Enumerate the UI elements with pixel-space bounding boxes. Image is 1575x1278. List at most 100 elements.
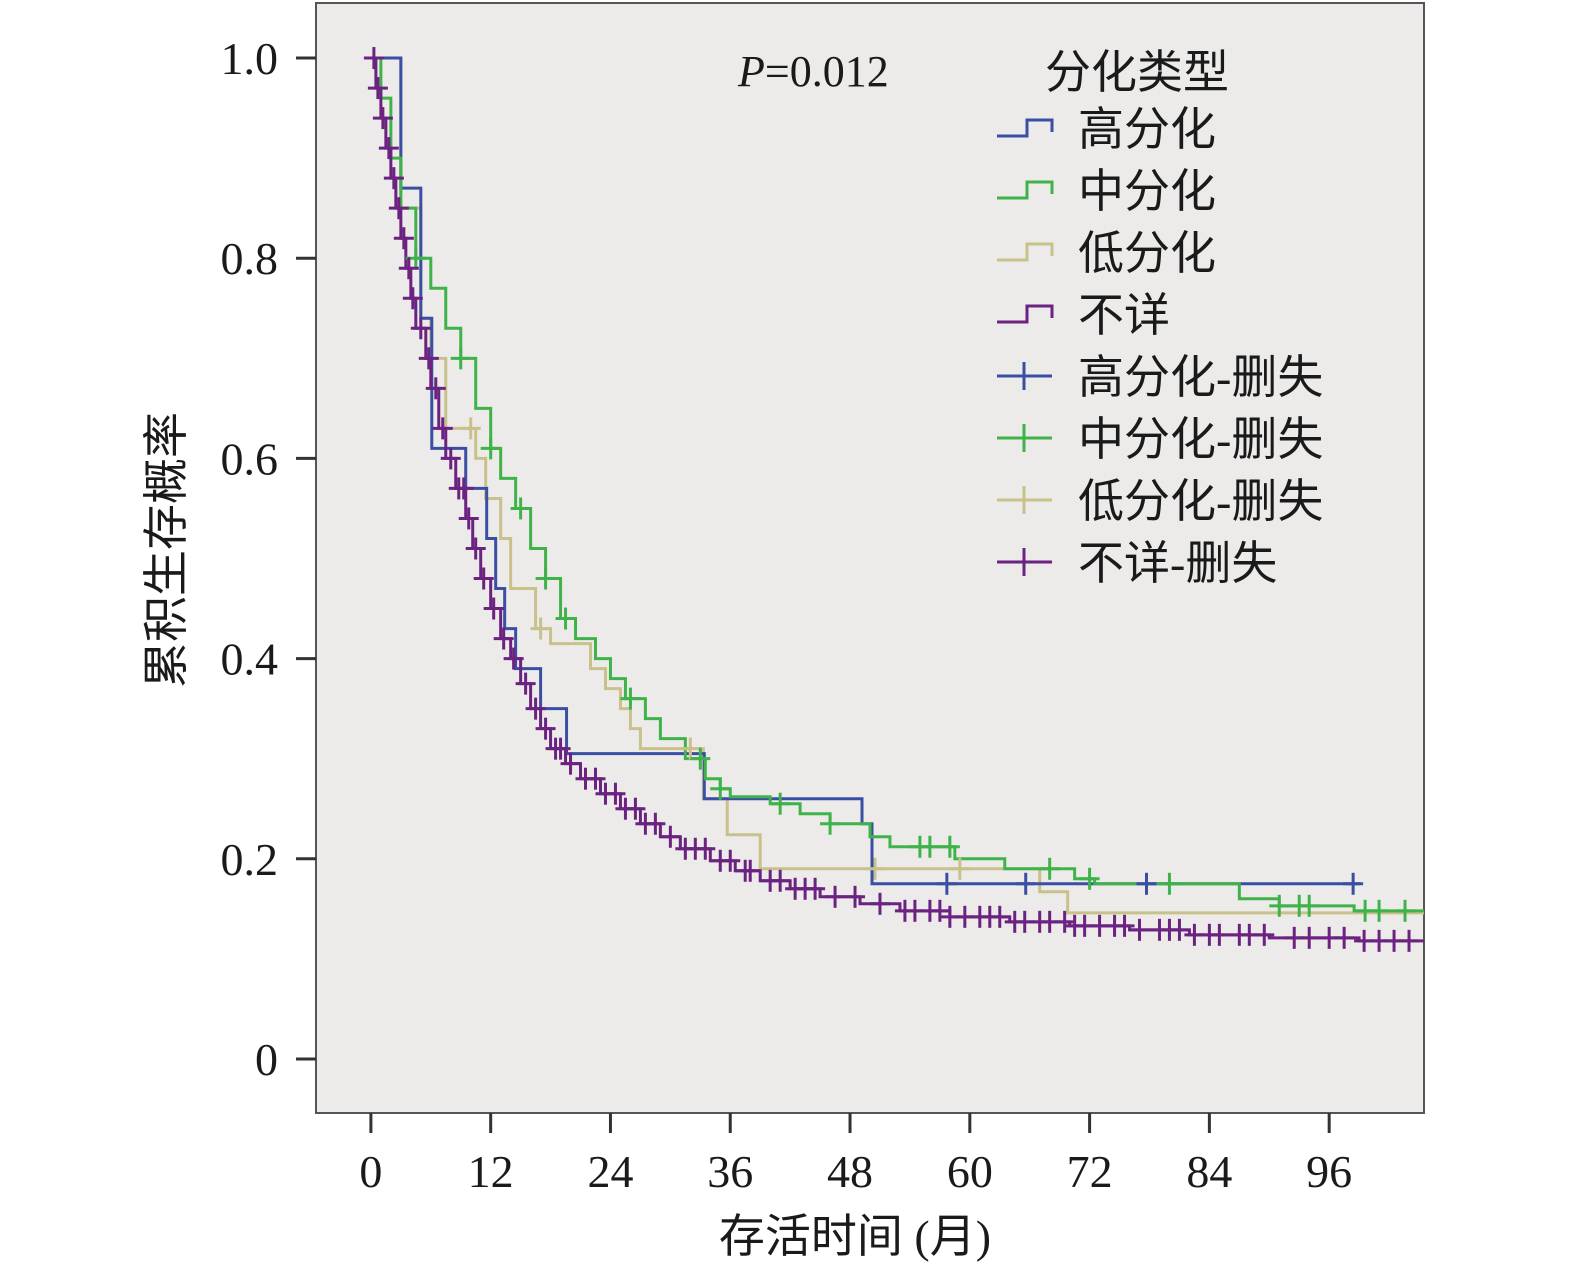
legend-title: 分化类型 — [1045, 47, 1229, 98]
censor-mark — [820, 812, 841, 835]
legend-label: 中分化 — [1078, 166, 1216, 217]
censor-mark — [710, 777, 731, 800]
censor-mark — [805, 877, 826, 900]
censor-mark — [402, 287, 423, 310]
legend-label: 不详-删失 — [1078, 538, 1277, 589]
censor-mark — [530, 617, 551, 640]
legend-label: 中分化-删失 — [1078, 414, 1323, 465]
censor-mark — [398, 257, 419, 280]
censor-marks — [363, 47, 1420, 952]
x-tick-label: 60 — [947, 1146, 993, 1197]
x-tick-label: 72 — [1067, 1146, 1113, 1197]
censor-mark — [864, 857, 885, 880]
legend-label: 高分化 — [1078, 104, 1216, 155]
censor-mark — [550, 737, 571, 760]
x-tick-label: 12 — [468, 1146, 514, 1197]
censor-mark — [510, 497, 531, 520]
censor-mark — [367, 77, 388, 100]
censor-mark — [939, 835, 960, 858]
censor-mark — [535, 567, 556, 590]
legend-item: 不详 — [997, 290, 1170, 341]
y-axis: 0 0.2 0.4 0.6 0.8 1.0 — [221, 33, 316, 1085]
survival-curve-1 — [370, 56, 1361, 886]
censor-mark — [418, 347, 439, 370]
y-tick-label: 0.4 — [221, 634, 279, 685]
y-tick-label: 0.8 — [221, 233, 279, 284]
x-tick-label: 48 — [827, 1146, 873, 1197]
censor-mark — [515, 672, 536, 695]
censor-mark — [432, 417, 453, 440]
legend-item: 低分化 — [997, 228, 1216, 279]
censor-mark — [460, 417, 481, 440]
censor-mark — [625, 797, 646, 820]
censor-mark — [989, 905, 1010, 928]
legend-label: 不详 — [1078, 290, 1170, 341]
censor-mark — [483, 597, 504, 620]
censor-mark — [690, 747, 711, 770]
censor-mark — [1395, 899, 1416, 922]
censor-mark — [1136, 872, 1157, 895]
y-tick-label: 0 — [255, 1034, 278, 1085]
censor-mark — [740, 859, 761, 882]
censor-mark — [458, 507, 479, 530]
censor-mark — [473, 567, 494, 590]
censor-mark — [493, 627, 514, 650]
legend-item: 中分化 — [997, 166, 1216, 217]
legend-item: 高分化-删失 — [997, 352, 1323, 403]
y-tick-label: 1.0 — [221, 33, 279, 84]
legend-step-symbol — [997, 242, 1054, 262]
legend-item: 不详-删失 — [997, 538, 1277, 589]
censor-mark — [1159, 872, 1180, 895]
survival-curve-3 — [370, 56, 1424, 915]
censor-mark — [453, 477, 474, 500]
censor-mark — [1299, 894, 1320, 917]
censor-mark — [645, 812, 666, 835]
censor-mark — [1369, 899, 1390, 922]
censor-mark — [560, 752, 581, 775]
x-axis-label: 存活时间 (月) — [719, 1211, 991, 1262]
censor-mark — [425, 377, 446, 400]
censor-mark — [535, 717, 556, 740]
censor-mark — [1334, 926, 1355, 949]
censor-mark — [480, 437, 501, 460]
censor-mark — [393, 227, 414, 250]
censor-mark — [1299, 926, 1320, 949]
censor-mark — [1399, 929, 1420, 952]
censor-mark — [1129, 918, 1150, 941]
censor-mark — [605, 782, 626, 805]
censor-mark — [695, 837, 716, 860]
censor-mark — [936, 872, 957, 895]
censor-mark — [378, 137, 399, 160]
legend-label: 高分化-删失 — [1078, 352, 1323, 403]
censor-mark — [388, 197, 409, 220]
censor-mark — [770, 792, 791, 815]
censor-mark — [503, 647, 524, 670]
censor-mark — [1079, 867, 1100, 890]
censor-mark — [825, 885, 846, 908]
censor-mark — [585, 767, 606, 790]
censor-mark — [660, 825, 681, 848]
censor-mark — [620, 687, 641, 710]
censor-mark — [1039, 857, 1060, 880]
x-tick-label: 0 — [359, 1146, 382, 1197]
censor-mark — [410, 317, 431, 340]
censor-mark — [680, 737, 701, 760]
legend-item: 低分化-删失 — [997, 476, 1323, 527]
censor-mark — [372, 107, 393, 130]
x-tick-label: 36 — [707, 1146, 753, 1197]
legend-step-symbol — [997, 304, 1054, 324]
censor-mark — [1209, 923, 1230, 946]
y-tick-label: 0.6 — [221, 433, 279, 484]
censor-mark — [1343, 872, 1364, 895]
censor-mark — [949, 857, 970, 880]
censor-mark — [770, 869, 791, 892]
censor-mark — [1015, 872, 1036, 895]
censor-mark — [450, 347, 471, 370]
censor-mark — [1114, 914, 1135, 937]
censor-mark — [720, 849, 741, 872]
p-value-annotation: P=0.012 — [737, 47, 889, 96]
censor-mark — [919, 835, 940, 858]
y-tick-label: 0.2 — [221, 834, 279, 885]
